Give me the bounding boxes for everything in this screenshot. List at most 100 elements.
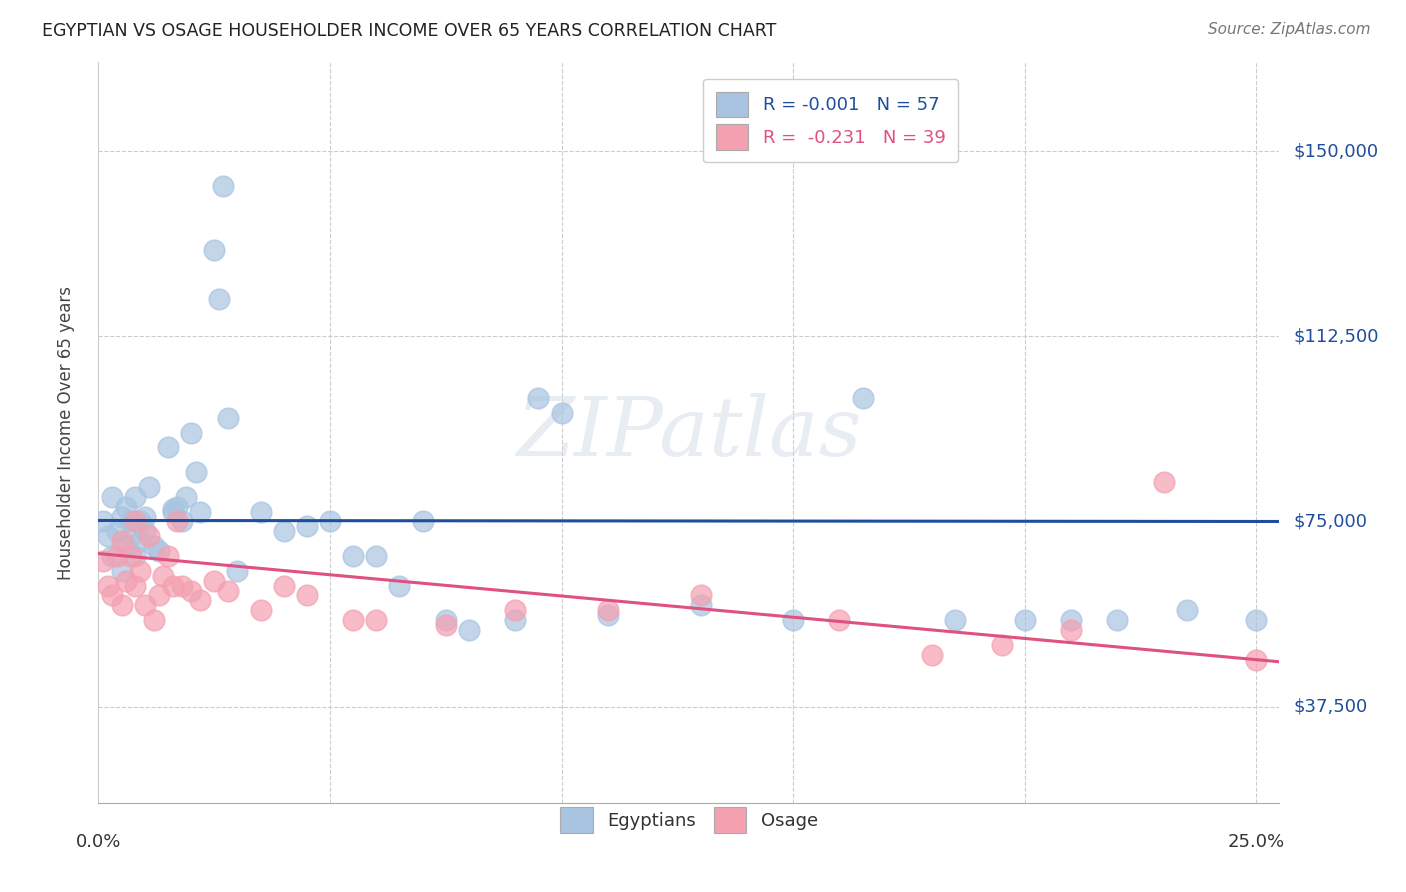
Point xyxy=(217,583,239,598)
Point xyxy=(129,564,152,578)
Point xyxy=(129,515,152,529)
Point xyxy=(97,529,120,543)
Point xyxy=(1060,613,1083,627)
Point xyxy=(852,391,875,405)
Point xyxy=(91,554,114,568)
Point xyxy=(156,441,179,455)
Point xyxy=(212,178,235,193)
Text: $112,500: $112,500 xyxy=(1294,327,1379,345)
Text: $150,000: $150,000 xyxy=(1294,143,1378,161)
Point xyxy=(342,613,364,627)
Point xyxy=(115,574,138,588)
Point xyxy=(91,515,114,529)
Legend: Egyptians, Osage: Egyptians, Osage xyxy=(547,795,831,846)
Point xyxy=(217,410,239,425)
Point xyxy=(156,549,179,563)
Point xyxy=(273,579,295,593)
Point xyxy=(1246,653,1268,667)
Point xyxy=(124,515,146,529)
Point xyxy=(184,465,207,479)
Point xyxy=(134,509,156,524)
Point xyxy=(596,603,619,617)
Point xyxy=(434,613,457,627)
Point xyxy=(134,599,156,613)
Point xyxy=(120,529,142,543)
Point xyxy=(134,524,156,539)
Point xyxy=(366,549,388,563)
Point xyxy=(120,549,142,563)
Y-axis label: Householder Income Over 65 years: Householder Income Over 65 years xyxy=(56,285,75,580)
Point xyxy=(124,549,146,563)
Point xyxy=(148,589,170,603)
Point xyxy=(110,564,132,578)
Point xyxy=(366,613,388,627)
Text: 0.0%: 0.0% xyxy=(76,833,121,851)
Point xyxy=(129,534,152,549)
Point xyxy=(1060,623,1083,637)
Point xyxy=(342,549,364,563)
Point xyxy=(180,425,202,440)
Point xyxy=(1107,613,1129,627)
Point xyxy=(295,519,318,533)
Point xyxy=(503,613,526,627)
Point xyxy=(689,589,711,603)
Point xyxy=(176,490,198,504)
Point xyxy=(273,524,295,539)
Point xyxy=(458,623,481,637)
Point xyxy=(148,544,170,558)
Point xyxy=(170,515,193,529)
Point xyxy=(990,638,1012,652)
Point xyxy=(110,599,132,613)
Point xyxy=(188,593,211,607)
Point xyxy=(550,406,572,420)
Point xyxy=(202,574,225,588)
Point xyxy=(166,500,188,514)
Text: ZIPatlas: ZIPatlas xyxy=(516,392,862,473)
Point xyxy=(180,583,202,598)
Point xyxy=(226,564,249,578)
Point xyxy=(295,589,318,603)
Point xyxy=(101,490,124,504)
Point xyxy=(828,613,851,627)
Point xyxy=(124,579,146,593)
Point xyxy=(596,608,619,623)
Point xyxy=(921,648,943,662)
Point xyxy=(143,539,166,553)
Point xyxy=(101,589,124,603)
Point xyxy=(1175,603,1198,617)
Point xyxy=(782,613,804,627)
Point xyxy=(101,549,124,563)
Point xyxy=(319,515,342,529)
Point xyxy=(162,579,184,593)
Point xyxy=(503,603,526,617)
Point xyxy=(434,618,457,632)
Point xyxy=(249,505,271,519)
Text: $75,000: $75,000 xyxy=(1294,513,1368,531)
Point xyxy=(208,293,231,307)
Text: $37,500: $37,500 xyxy=(1294,698,1368,715)
Point xyxy=(527,391,550,405)
Point xyxy=(97,579,120,593)
Point xyxy=(120,515,142,529)
Point xyxy=(202,243,225,257)
Text: 25.0%: 25.0% xyxy=(1227,833,1285,851)
Point xyxy=(1153,475,1175,489)
Point xyxy=(143,613,166,627)
Point xyxy=(110,534,132,549)
Point xyxy=(388,579,411,593)
Text: EGYPTIAN VS OSAGE HOUSEHOLDER INCOME OVER 65 YEARS CORRELATION CHART: EGYPTIAN VS OSAGE HOUSEHOLDER INCOME OVE… xyxy=(42,22,776,40)
Point xyxy=(138,529,160,543)
Point xyxy=(188,505,211,519)
Point xyxy=(162,505,184,519)
Point xyxy=(110,509,132,524)
Point xyxy=(1014,613,1036,627)
Point xyxy=(105,524,128,539)
Point xyxy=(249,603,271,617)
Point xyxy=(943,613,966,627)
Text: Source: ZipAtlas.com: Source: ZipAtlas.com xyxy=(1208,22,1371,37)
Point xyxy=(115,500,138,514)
Point xyxy=(124,490,146,504)
Point xyxy=(162,502,184,516)
Point xyxy=(105,549,128,563)
Point xyxy=(689,599,711,613)
